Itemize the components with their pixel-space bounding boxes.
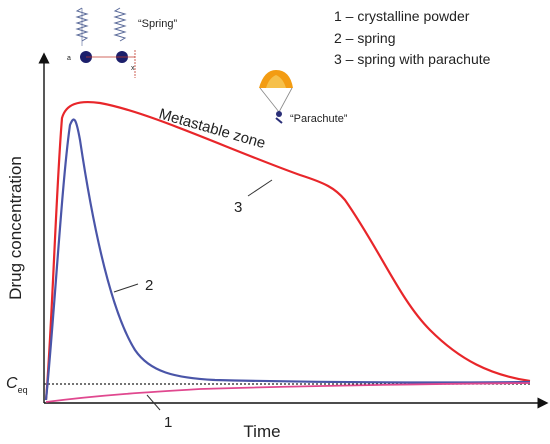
legend-entry-1: 1 – crystalline powder	[334, 8, 470, 24]
legend-entry-3: 3 – spring with parachute	[334, 51, 491, 67]
curve-3-leader	[247, 179, 273, 197]
curve-3-spring-with-parachute	[44, 101, 531, 401]
parachute-caption: “Parachute”	[290, 113, 348, 125]
parachute-canopy-highlight	[266, 75, 286, 88]
parachute-string-right	[278, 87, 293, 113]
curve-2-spring	[44, 118, 531, 401]
curve-1-crystalline-powder	[45, 382, 531, 403]
y-axis-label: Drug concentration	[6, 156, 25, 300]
spring-caption: “Spring”	[138, 18, 177, 30]
metastable-zone-label: Metastable zone	[157, 106, 267, 153]
parachute-load-body	[275, 117, 283, 124]
curve-1-leader	[146, 394, 161, 411]
ceq-main: C	[6, 375, 18, 392]
curve-2-label: 2	[145, 277, 153, 294]
curve-1-label: 1	[164, 414, 172, 431]
curve-2-leader	[113, 283, 139, 293]
ceq-label: Ceq	[6, 375, 28, 395]
parachute-illustration: “Parachute”	[259, 70, 348, 125]
spring-right-coil	[113, 7, 127, 42]
legend-entry-2: 2 – spring	[334, 30, 395, 46]
parachute-load	[276, 111, 282, 117]
spring-marker-a: a	[67, 55, 71, 62]
spring-marker-x: x	[131, 65, 135, 72]
x-axis-label: Time	[243, 422, 280, 441]
spring-illustration: a x “Spring”	[67, 7, 177, 78]
spring-left-coil	[75, 7, 89, 42]
parachute-string-left	[259, 87, 280, 113]
legend: 1 – crystalline powder 2 – spring 3 – sp…	[334, 8, 491, 67]
curve-3-label: 3	[234, 199, 242, 216]
ceq-sub: eq	[18, 385, 28, 395]
